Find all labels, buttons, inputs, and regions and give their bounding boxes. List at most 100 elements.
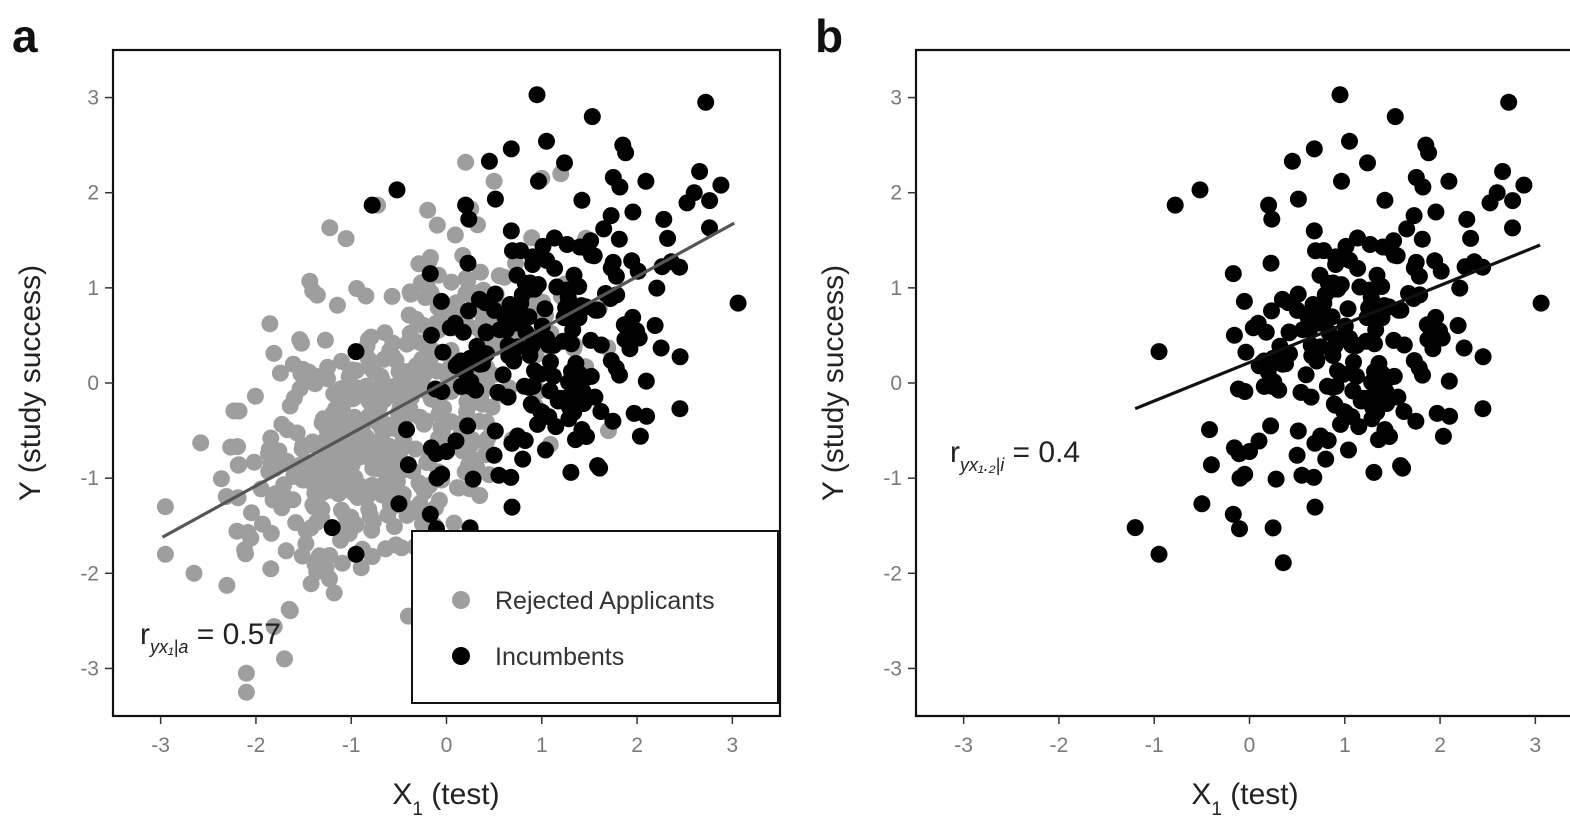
incumbents-point xyxy=(565,266,583,284)
incumbents-point xyxy=(592,403,610,420)
rejected-applicants-point xyxy=(472,263,489,281)
incumbents-point xyxy=(347,545,365,563)
rejected-applicants-point xyxy=(301,272,319,290)
panel-a-correlation-annotation: ryx₁|a = 0.57 xyxy=(140,618,281,657)
rejected-applicants-point xyxy=(364,513,382,531)
incumbents-point xyxy=(1504,219,1521,237)
y-tick-label: 1 xyxy=(87,277,99,300)
incumbents-point xyxy=(422,326,440,344)
incumbents-point xyxy=(625,404,643,422)
incumbents-point xyxy=(503,434,521,452)
incumbents-point xyxy=(1326,337,1344,355)
incumbents-point xyxy=(1241,443,1258,460)
incumbents-point xyxy=(499,309,517,327)
incumbents-point xyxy=(1344,382,1362,400)
incumbents-point xyxy=(1434,427,1452,445)
incumbents-point xyxy=(1317,450,1335,468)
incumbents-point xyxy=(1236,383,1254,400)
rejected-applicants-point xyxy=(410,255,428,273)
incumbents-point xyxy=(503,498,521,516)
rejected-applicants-point xyxy=(333,501,350,519)
y-tick-label: -2 xyxy=(883,562,902,585)
incumbents-point xyxy=(556,154,573,172)
incumbents-point xyxy=(1289,190,1307,208)
incumbents-point xyxy=(459,417,477,435)
incumbents-point xyxy=(1126,519,1144,537)
panel-b-x-axis-title-main: X xyxy=(1191,778,1211,811)
rejected-applicants-point xyxy=(316,331,334,349)
rejected-applicants-point xyxy=(304,496,322,514)
incumbents-point xyxy=(1288,446,1306,464)
rejected-applicants-point xyxy=(156,545,174,563)
x-tick-label: -3 xyxy=(151,734,170,757)
incumbents-point xyxy=(1263,302,1280,320)
panel-a-x-axis-title-rest: (test) xyxy=(423,778,500,811)
incumbents-point xyxy=(1334,365,1352,383)
incumbents-point xyxy=(1235,292,1253,310)
panel-b-incumbent-points xyxy=(1126,86,1550,572)
incumbents-point xyxy=(1244,319,1262,337)
incumbents-point xyxy=(1231,469,1249,487)
x-tick-label: -1 xyxy=(1145,734,1164,757)
incumbents-point xyxy=(1293,466,1311,484)
incumbents-point xyxy=(1420,144,1438,162)
rejected-applicants-point xyxy=(245,453,263,471)
incumbents-point xyxy=(1289,285,1307,303)
rejected-applicants-point xyxy=(368,380,386,398)
rejected-applicants-point xyxy=(428,216,446,234)
incumbents-point xyxy=(538,132,555,150)
panel-b-regression-line xyxy=(1134,243,1541,411)
incumbents-point xyxy=(648,279,666,297)
incumbents-point xyxy=(602,352,620,370)
rejected-applicants-point xyxy=(330,485,348,503)
panel-a-annot-value: = 0.57 xyxy=(188,618,281,651)
legend-label-incumbents: Incumbents xyxy=(495,643,624,671)
incumbents-point xyxy=(1347,367,1365,385)
incumbents-point xyxy=(1366,363,1383,380)
panel-a-letter: a xyxy=(12,10,38,62)
incumbents-point xyxy=(390,495,408,513)
incumbents-point xyxy=(428,469,446,487)
incumbents-point xyxy=(464,470,482,488)
rejected-applicants-point xyxy=(337,230,355,248)
incumbents-point xyxy=(1458,210,1476,228)
incumbents-point xyxy=(570,309,588,327)
rejected-applicants-point xyxy=(375,436,393,454)
incumbents-point xyxy=(567,386,585,403)
incumbents-point xyxy=(595,220,613,238)
incumbents-point xyxy=(1224,265,1242,283)
y-tick-label: 2 xyxy=(890,182,902,205)
incumbents-point xyxy=(1340,441,1357,459)
incumbents-point xyxy=(1263,210,1281,228)
incumbents-point xyxy=(1428,404,1446,422)
incumbents-point xyxy=(610,230,628,248)
incumbents-point xyxy=(577,369,595,387)
incumbents-point xyxy=(1451,279,1469,297)
rejected-applicants-point xyxy=(397,376,415,394)
rejected-applicants-point xyxy=(347,516,365,534)
rejected-applicants-point xyxy=(388,473,406,491)
incumbents-point xyxy=(602,207,620,225)
incumbents-point xyxy=(1376,421,1394,439)
panel-a-x-axis-title: X1 (test) xyxy=(392,778,499,818)
incumbents-point xyxy=(1465,253,1483,271)
incumbents-point xyxy=(1361,236,1379,253)
rejected-applicants-point xyxy=(402,285,420,303)
incumbents-point xyxy=(516,274,534,292)
incumbents-point xyxy=(637,372,655,390)
incumbents-point xyxy=(729,294,747,312)
incumbents-point xyxy=(1262,417,1280,435)
incumbents-point xyxy=(1305,222,1323,240)
incumbents-point xyxy=(1341,251,1359,269)
incumbents-point xyxy=(459,254,477,272)
incumbents-point xyxy=(1289,422,1307,440)
incumbents-point xyxy=(1494,163,1512,180)
incumbents-point xyxy=(1262,254,1280,272)
incumbents-point xyxy=(624,308,642,326)
incumbents-point xyxy=(1440,172,1458,190)
incumbents-point xyxy=(1368,266,1386,284)
incumbents-point xyxy=(1339,300,1357,318)
incumbents-point xyxy=(1332,276,1350,294)
incumbents-point xyxy=(1407,253,1425,271)
